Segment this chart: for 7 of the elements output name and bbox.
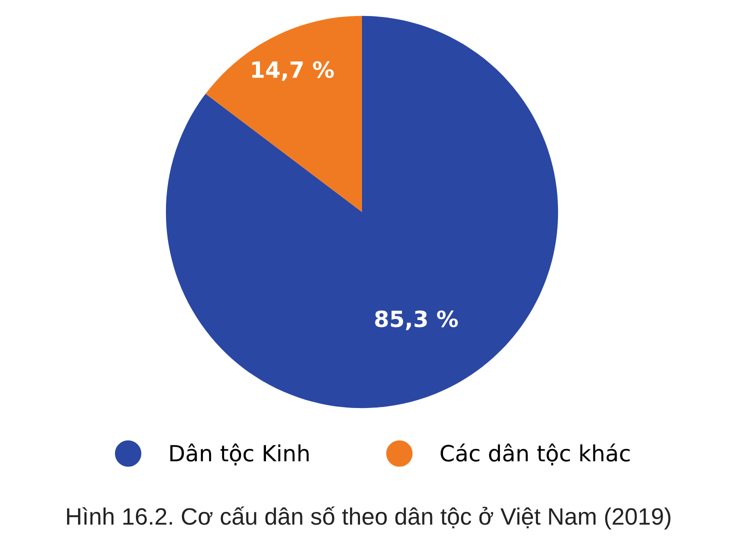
legend-label: Các dân tộc khác [440, 444, 630, 466]
data-label: 85,3 % [375, 310, 458, 330]
text: Hình 16.2. Cơ cấu dân số theo dân tộc ở Việt Nam (2019) [67, 506, 670, 530]
pie-slice [206, 16, 362, 212]
legend-label: Dân tộc Kinh [170, 444, 309, 466]
pie-slice [166, 16, 558, 408]
data-label: 14,7 % [252, 61, 334, 81]
